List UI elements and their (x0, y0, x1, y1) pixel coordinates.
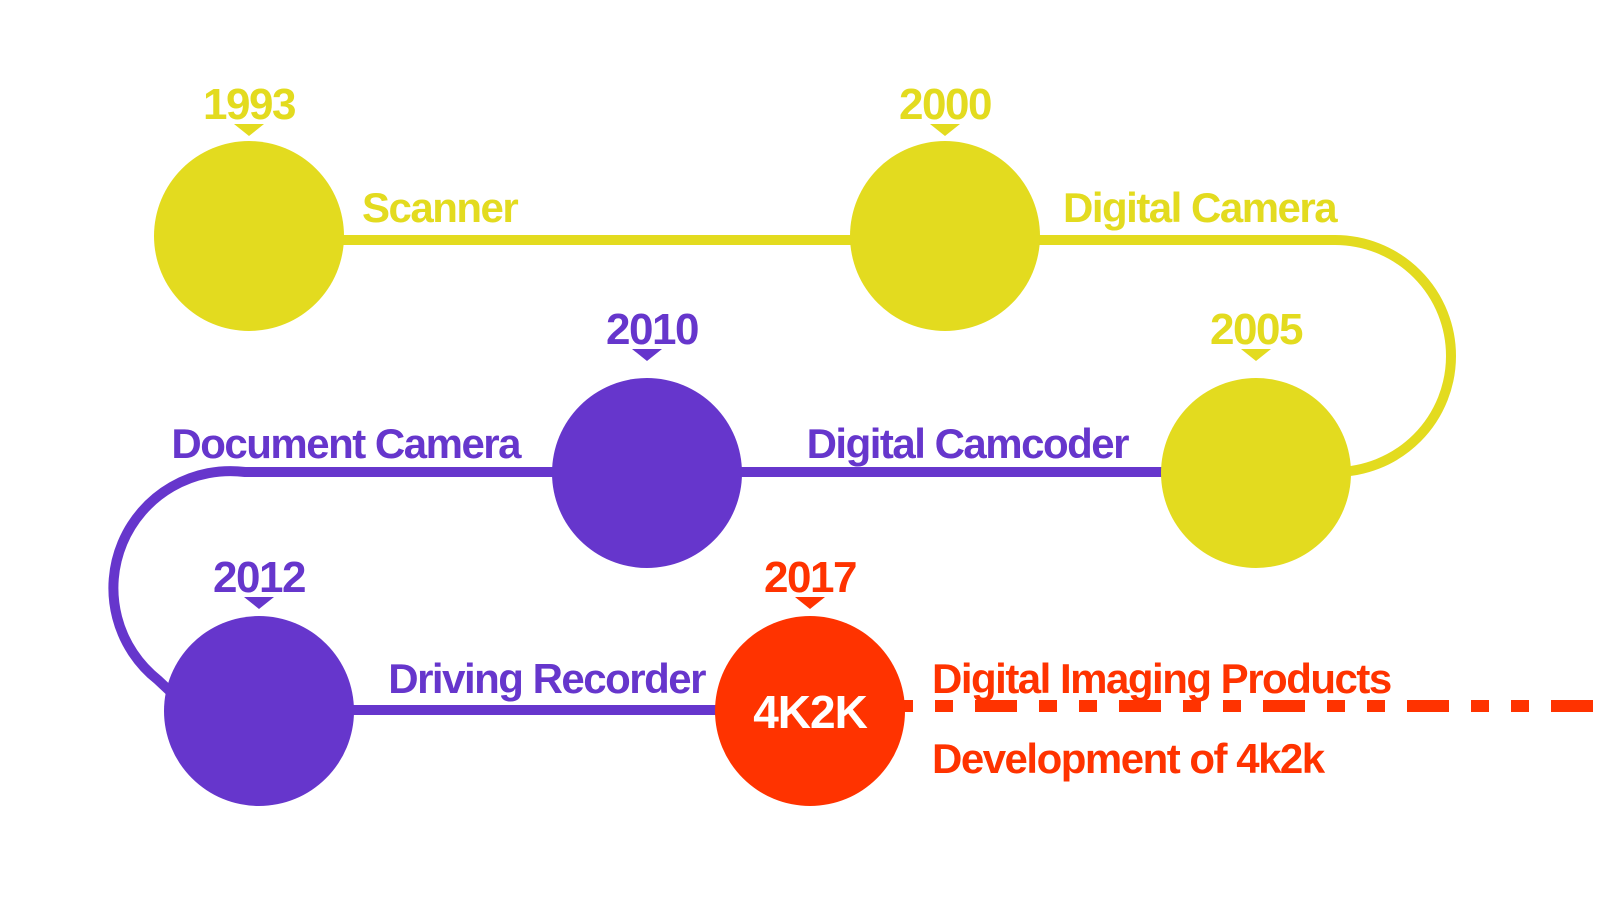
label-scanner: Scanner (362, 184, 518, 231)
label-document-camera: Document Camera (171, 420, 522, 467)
pointer-2012 (244, 597, 274, 609)
label-digital-camera: Digital Camera (1063, 184, 1338, 231)
pointer-2005 (1241, 349, 1271, 361)
connector-yellow (245, 235, 1456, 477)
year-1993: 1993 (203, 80, 295, 129)
milestone-circle-2000 (850, 141, 1040, 331)
milestone-circle-2012 (164, 616, 354, 806)
label-development-of-4k2k: Development of 4k2k (932, 735, 1326, 782)
year-2012: 2012 (213, 553, 305, 602)
pointer-2000 (930, 124, 960, 136)
label-driving-recorder: Driving Recorder (388, 655, 706, 702)
label-digital-imaging-products: Digital Imaging Products (932, 655, 1391, 702)
circle-text-4k2k: 4K2K (753, 686, 867, 738)
year-2005: 2005 (1210, 305, 1303, 354)
year-2010: 2010 (606, 305, 698, 354)
pointer-2010 (632, 349, 662, 361)
year-2000: 2000 (899, 80, 991, 129)
connector-purple (108, 466, 1230, 715)
year-2017: 2017 (764, 553, 856, 602)
label-digital-camcoder: Digital Camcoder (807, 420, 1130, 467)
milestone-circle-1993 (154, 141, 344, 331)
milestone-circle-2010 (552, 378, 742, 568)
milestone-circle-2005 (1161, 378, 1351, 568)
pointer-1993 (234, 124, 264, 136)
milestone-circle-2017 (715, 616, 905, 806)
pointer-2017 (795, 597, 825, 609)
